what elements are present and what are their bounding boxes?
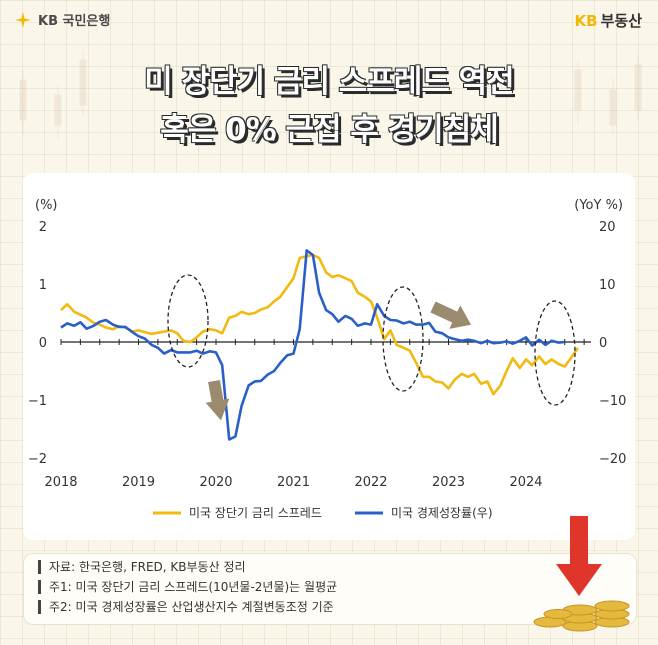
right-tick-label: 0 xyxy=(599,336,607,351)
x-tick-label: 2020 xyxy=(199,475,232,490)
kb-mark: KB xyxy=(574,12,598,30)
down-arrow-icon xyxy=(205,379,230,421)
x-tick-label: 2018 xyxy=(44,475,77,490)
x-tick-label: 2024 xyxy=(509,475,542,490)
note-2: 주2: 미국 경제성장률은 산업생산지수 계절변동조정 기준 xyxy=(38,600,334,614)
x-tick-label: 2023 xyxy=(432,475,465,490)
bank-name: KB 국민은행 xyxy=(38,14,111,29)
left-tick-label: −1 xyxy=(28,394,47,409)
series-line-growth xyxy=(60,249,565,441)
legend: 미국 장단기 금리 스프레드 미국 경제성장률(우) xyxy=(153,506,493,520)
kb-star-icon xyxy=(15,11,31,28)
note-source: 자료: 한국은행, FRED, KB부동산 정리 xyxy=(38,560,246,574)
highlight-circle-2022 xyxy=(382,286,424,392)
left-tick-label: 2 xyxy=(39,220,47,235)
legend-spread-label: 미국 장단기 금리 스프레드 xyxy=(189,506,322,520)
source-notes: 자료: 한국은행, FRED, KB부동산 정리 주1: 미국 장단기 금리 스… xyxy=(23,553,637,625)
kb-realestate-logo: KB 부동산 xyxy=(575,10,642,31)
background-candles xyxy=(19,50,642,140)
right-tick-label: −10 xyxy=(599,394,626,409)
title-line-1: 미 장단기 금리 스프레드 역전 xyxy=(144,64,514,100)
chart-card: (%) (YoY %) 2 1 0 −1 −2 20 10 0 −10 −20 2018 2019… xyxy=(23,173,635,540)
x-tick-label: 2022 xyxy=(354,475,387,490)
x-tick-label: 2021 xyxy=(277,475,310,490)
highlight-circle-2024 xyxy=(534,300,576,406)
right-arrow-icon xyxy=(430,301,472,329)
right-tick-label: −20 xyxy=(599,452,626,467)
legend-growth-label: 미국 경제성장률(우) xyxy=(391,506,493,520)
series-line-spread xyxy=(60,253,579,396)
right-tick-label: 20 xyxy=(599,220,616,235)
coins-with-down-arrow-icon xyxy=(533,516,630,632)
note-1: 주1: 미국 장단기 금리 스프레드(10년물-2년물)는 월평균 xyxy=(38,580,337,594)
kb-bank-logo: KB 국민은행 xyxy=(14,10,110,29)
right-tick-label: 10 xyxy=(599,278,616,293)
x-tick-label: 2019 xyxy=(122,475,155,490)
left-axis-label: (%) xyxy=(35,198,58,213)
title-line-2: 혹은 0% 근접 후 경기침체 xyxy=(160,112,498,148)
left-tick-label: 1 xyxy=(39,278,47,293)
highlight-circle-2019 xyxy=(167,274,209,368)
right-axis-label: (YoY %) xyxy=(574,198,623,213)
left-tick-label: 0 xyxy=(39,336,47,351)
left-tick-label: −2 xyxy=(28,452,47,467)
realestate-name: 부동산 xyxy=(600,12,642,30)
